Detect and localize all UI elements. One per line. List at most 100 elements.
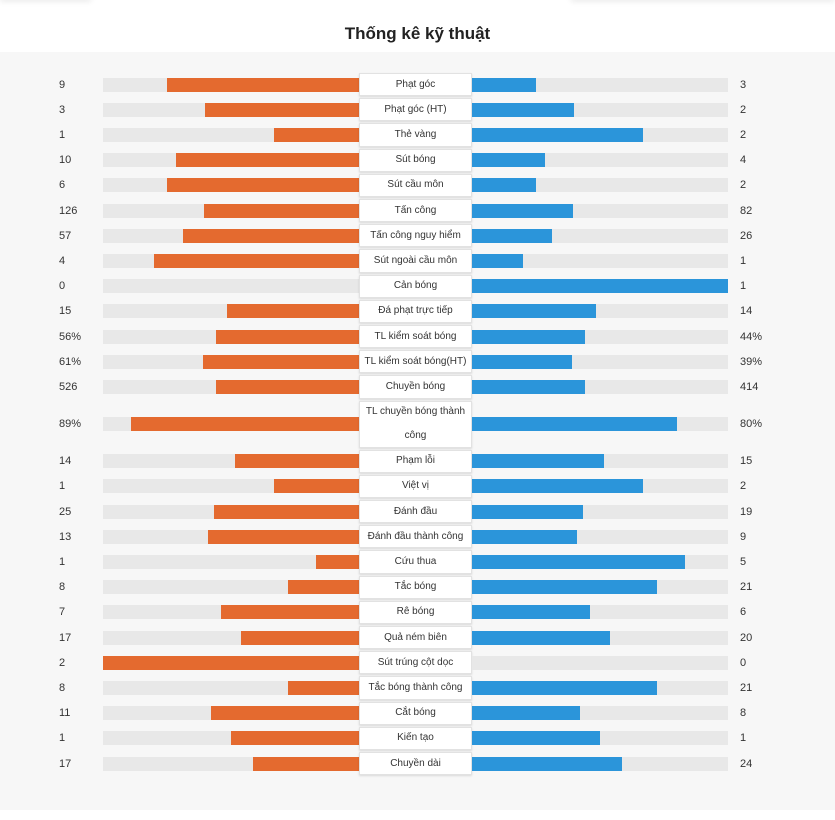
away-bar xyxy=(472,304,596,319)
home-bar-track xyxy=(103,605,359,620)
away-bar-track xyxy=(472,153,728,168)
away-bar xyxy=(472,554,685,569)
stat-row: 0 Cản bóng 1 xyxy=(0,274,835,299)
home-value: 8 xyxy=(59,681,66,694)
away-bar xyxy=(472,379,585,394)
stat-row: 11 Cắt bóng 8 xyxy=(0,701,835,726)
away-bar-track xyxy=(472,655,728,670)
home-bar-track xyxy=(103,379,359,394)
home-value: 57 xyxy=(59,229,72,242)
away-value: 24 xyxy=(740,757,753,770)
home-value: 8 xyxy=(59,581,66,594)
away-bar-track xyxy=(472,127,728,142)
home-bar xyxy=(103,655,359,670)
away-value: 21 xyxy=(740,581,753,594)
home-bar-track xyxy=(103,479,359,494)
stat-label: Cản bóng xyxy=(359,274,472,298)
home-value: 13 xyxy=(59,530,72,543)
away-bar xyxy=(472,504,583,519)
stat-label: Đá phạt trực tiếp xyxy=(359,299,472,323)
home-bar xyxy=(288,580,359,595)
away-bar-track xyxy=(472,454,728,469)
away-bar-track xyxy=(472,203,728,218)
home-value: 526 xyxy=(59,380,78,393)
home-value: 2 xyxy=(59,656,66,669)
home-value: 126 xyxy=(59,204,78,217)
away-bar xyxy=(472,630,610,645)
home-bar-track xyxy=(103,329,359,344)
away-bar xyxy=(472,354,572,369)
away-bar-track xyxy=(472,605,728,620)
away-bar xyxy=(472,153,545,168)
home-bar xyxy=(274,127,359,142)
stat-label: Phạt góc xyxy=(359,73,472,97)
away-value: 1 xyxy=(740,254,747,267)
away-bar-track xyxy=(472,77,728,92)
away-bar xyxy=(472,706,580,721)
away-value: 39% xyxy=(740,355,763,368)
stat-row: 57 Tấn công nguy hiểm 26 xyxy=(0,223,835,248)
home-value: 10 xyxy=(59,154,72,167)
home-bar-track xyxy=(103,153,359,168)
home-value: 3 xyxy=(59,103,66,116)
stat-row: 6 Sút cầu môn 2 xyxy=(0,173,835,198)
away-bar xyxy=(472,605,590,620)
stat-row: 14 Phạm lỗi 15 xyxy=(0,449,835,474)
stat-row: 126 Tấn công 82 xyxy=(0,198,835,223)
home-value: 4 xyxy=(59,254,66,267)
stat-label: Tắc bóng thành công xyxy=(359,676,472,700)
stat-label: Chuyền dài xyxy=(359,752,472,776)
away-bar xyxy=(472,127,643,142)
stat-label: TL kiểm soát bóng xyxy=(359,325,472,349)
stat-row: 8 Tắc bóng thành công 21 xyxy=(0,675,835,700)
home-bar xyxy=(216,329,359,344)
away-bar xyxy=(472,329,585,344)
home-value: 1 xyxy=(59,480,66,493)
home-bar-track xyxy=(103,304,359,319)
home-bar-track xyxy=(103,554,359,569)
away-bar-track xyxy=(472,580,728,595)
stat-row: 17 Chuyền dài 24 xyxy=(0,751,835,776)
stat-row: 526 Chuyền bóng 414 xyxy=(0,374,835,399)
away-value: 5 xyxy=(740,555,747,568)
away-bar xyxy=(472,102,574,117)
home-bar-track xyxy=(103,203,359,218)
away-bar-track xyxy=(472,279,728,294)
home-bar xyxy=(211,706,359,721)
stat-row: 25 Đánh đầu 19 xyxy=(0,499,835,524)
home-bar-track xyxy=(103,279,359,294)
away-bar-track xyxy=(472,304,728,319)
stat-row: 7 Rê bóng 6 xyxy=(0,600,835,625)
home-value: 0 xyxy=(59,280,66,293)
away-bar-track xyxy=(472,529,728,544)
home-bar-track xyxy=(103,529,359,544)
away-value: 2 xyxy=(740,103,747,116)
stat-label: Kiến tạo xyxy=(359,726,472,750)
stat-row: 1 Cứu thua 5 xyxy=(0,549,835,574)
home-bar xyxy=(235,454,359,469)
away-value: 8 xyxy=(740,707,747,720)
away-value: 19 xyxy=(740,505,753,518)
away-bar-track xyxy=(472,379,728,394)
home-value: 11 xyxy=(59,707,71,720)
stat-label: Sút trúng cột dọc xyxy=(359,651,472,675)
away-bar xyxy=(472,529,577,544)
away-bar xyxy=(472,77,536,92)
stat-row: 8 Tắc bóng 21 xyxy=(0,575,835,600)
home-bar xyxy=(167,77,359,92)
home-bar xyxy=(131,417,359,432)
home-bar xyxy=(231,731,359,746)
away-bar xyxy=(472,580,657,595)
away-bar xyxy=(472,454,604,469)
home-value: 56% xyxy=(59,330,82,343)
away-bar-track xyxy=(472,731,728,746)
away-bar-track xyxy=(472,479,728,494)
away-bar-track xyxy=(472,178,728,193)
stat-label: Phạm lỗi xyxy=(359,449,472,473)
stat-row: 10 Sút bóng 4 xyxy=(0,148,835,173)
home-bar xyxy=(203,354,359,369)
home-bar-track xyxy=(103,580,359,595)
home-bar xyxy=(167,178,359,193)
away-value: 2 xyxy=(740,128,747,141)
away-bar-track xyxy=(472,253,728,268)
